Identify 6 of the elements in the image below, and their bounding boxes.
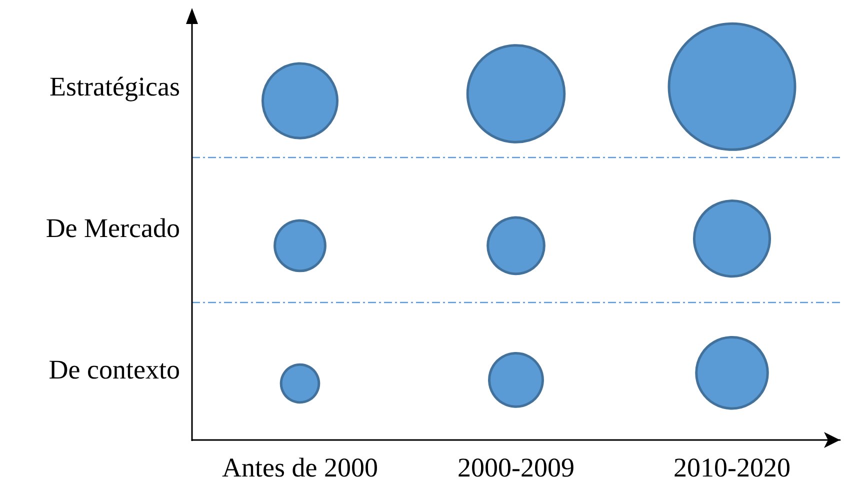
text: De Mercado (46, 213, 180, 243)
text: De contexto (48, 354, 180, 384)
x-tick-label: Antes de 2000 (222, 452, 378, 482)
x-tick-label: 2010-2020 (674, 452, 790, 482)
text: Estratégicas (50, 72, 180, 102)
x-tick-label: 2000-2009 (458, 452, 574, 482)
